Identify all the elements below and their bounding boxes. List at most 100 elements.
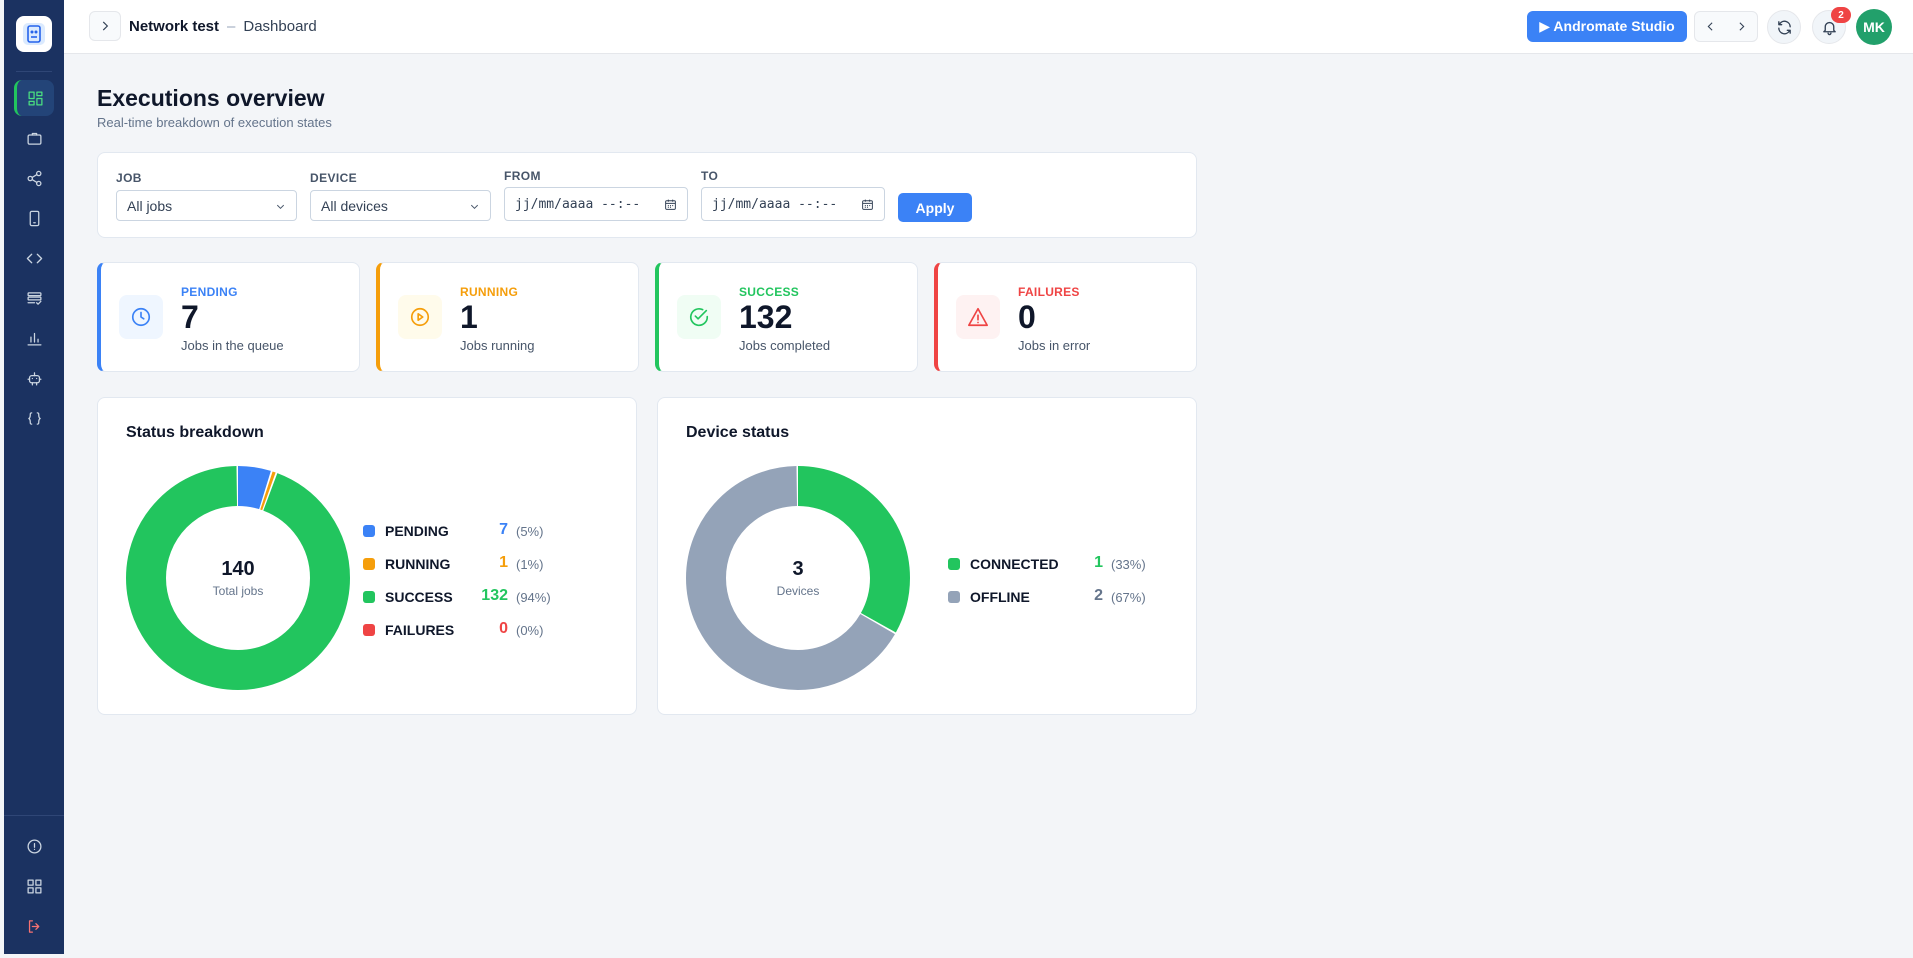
info-icon: [26, 838, 42, 854]
legend-count: 7: [499, 521, 508, 538]
robot-logo-icon: [23, 23, 45, 45]
device-filter-label: DEVICE: [310, 171, 358, 185]
apply-button[interactable]: Apply: [898, 193, 972, 222]
legend-item-connected: CONNECTED 1 (33%): [948, 554, 1188, 574]
apps-grid-icon: [26, 878, 42, 894]
chevron-left-icon: [1707, 22, 1713, 31]
notification-badge: 2: [1831, 7, 1851, 23]
device-donut-chart: [686, 466, 910, 690]
page-title: Executions overview: [97, 85, 325, 111]
legend-percent: (5%): [516, 524, 544, 539]
chevron-down-icon: [470, 204, 479, 209]
calendar-icon: [665, 199, 676, 210]
sidebar-item-logout[interactable]: [14, 908, 54, 944]
list-check-icon: [26, 291, 42, 305]
to-filter-label: TO: [701, 169, 719, 183]
sidebar-toggle-button[interactable]: [89, 11, 121, 41]
breadcrumb-page: Dashboard: [243, 18, 317, 35]
breadcrumb: Network test – Dashboard: [129, 18, 317, 35]
to-date-input[interactable]: jj/mm/aaaa --:--: [701, 187, 885, 221]
legend-count: 1: [499, 554, 508, 571]
avatar[interactable]: MK: [1856, 9, 1892, 45]
stat-icon-box: [119, 295, 163, 339]
legend-swatch: [363, 624, 375, 636]
sidebar-item-share[interactable]: [14, 160, 54, 196]
share-icon: [26, 170, 42, 186]
andromate-studio-button[interactable]: ▶ Andromate Studio: [1527, 11, 1687, 42]
sidebar-item-jobs[interactable]: [14, 120, 54, 156]
legend-item-offline: OFFLINE 2 (67%): [948, 587, 1188, 607]
legend-percent: (33%): [1111, 557, 1146, 572]
forward-button[interactable]: [1726, 12, 1757, 41]
legend-item-running: RUNNING 1 (1%): [363, 554, 603, 574]
device-select[interactable]: All devices: [310, 190, 491, 221]
stat-card-failures: FAILURES 0 Jobs in error: [934, 262, 1197, 372]
sidebar-item-apps[interactable]: [14, 868, 54, 904]
notifications-button[interactable]: 2: [1812, 7, 1851, 44]
sidebar-item-analytics[interactable]: [14, 320, 54, 356]
donut-center: 140 Total jobs: [126, 466, 350, 690]
legend-percent: (0%): [516, 623, 544, 638]
sidebar-item-lists[interactable]: [14, 280, 54, 316]
app-logo[interactable]: [16, 16, 52, 52]
breadcrumb-project[interactable]: Network test: [129, 18, 220, 35]
breadcrumb-separator: –: [227, 18, 236, 35]
refresh-icon: [1777, 20, 1791, 34]
stat-icon-box: [398, 295, 442, 339]
stat-value: 0: [1018, 299, 1036, 335]
legend-swatch: [363, 558, 375, 570]
back-button[interactable]: [1695, 12, 1726, 41]
donut-slice-connected[interactable]: [686, 466, 910, 690]
donut-total: 3: [792, 558, 804, 580]
stat-value: 1: [460, 299, 478, 335]
dashboard-icon: [28, 90, 43, 106]
stat-description: Jobs completed: [739, 338, 831, 353]
history-nav: [1694, 11, 1758, 42]
legend-label: FAILURES: [385, 622, 455, 638]
donut-slice-pending[interactable]: [126, 466, 350, 690]
legend-label: SUCCESS: [385, 589, 453, 605]
legend-item-pending: PENDING 7 (5%): [363, 521, 603, 541]
calendar-icon: [862, 199, 873, 210]
job-select[interactable]: All jobs: [116, 190, 297, 221]
sidebar-item-code[interactable]: [14, 240, 54, 276]
chevron-down-icon: [276, 204, 285, 209]
code-icon: [26, 253, 42, 263]
sidebar-item-info[interactable]: [14, 828, 54, 864]
stat-card-running: RUNNING 1 Jobs running: [376, 262, 639, 372]
donut-slice-success[interactable]: [126, 466, 350, 690]
donut-center: 3 Devices: [686, 466, 910, 690]
sidebar-item-dashboard[interactable]: [14, 80, 54, 116]
legend-item-failures: FAILURES 0 (0%): [363, 620, 603, 640]
refresh-button[interactable]: [1767, 10, 1801, 44]
legend-count: 132: [481, 587, 508, 604]
legend-percent: (1%): [516, 557, 544, 572]
chevron-right-icon: [1739, 22, 1745, 31]
legend-count: 1: [1094, 554, 1103, 571]
sidebar-item-devices[interactable]: [14, 200, 54, 236]
legend-count: 2: [1094, 587, 1103, 604]
clock-icon: [131, 307, 151, 327]
job-filter-label: JOB: [116, 171, 142, 185]
stat-value: 7: [181, 299, 199, 335]
check-circle-icon: [689, 308, 709, 327]
panel-title: Device status: [686, 424, 790, 441]
job-select-value: All jobs: [127, 197, 173, 214]
chevron-right-icon: [102, 21, 109, 31]
legend-percent: (94%): [516, 590, 551, 605]
legend-swatch: [948, 558, 960, 570]
stat-value: 132: [739, 299, 793, 335]
donut-slice-offline[interactable]: [686, 466, 910, 690]
status-breakdown-panel: Status breakdown 140 Total jobs PENDING 7…: [97, 397, 637, 715]
donut-total: 140: [221, 558, 255, 580]
sidebar-item-bots[interactable]: [14, 360, 54, 396]
panel-title: Status breakdown: [126, 424, 264, 441]
stat-label: PENDING: [181, 285, 238, 299]
legend-label: OFFLINE: [970, 589, 1030, 605]
from-date-input[interactable]: jj/mm/aaaa --:--: [504, 187, 688, 221]
sidebar-item-variables[interactable]: [14, 400, 54, 436]
legend-item-success: SUCCESS 132 (94%): [363, 587, 603, 607]
stat-description: Jobs in error: [1018, 338, 1091, 353]
device-select-value: All devices: [321, 197, 388, 214]
legend-label: PENDING: [385, 523, 449, 539]
